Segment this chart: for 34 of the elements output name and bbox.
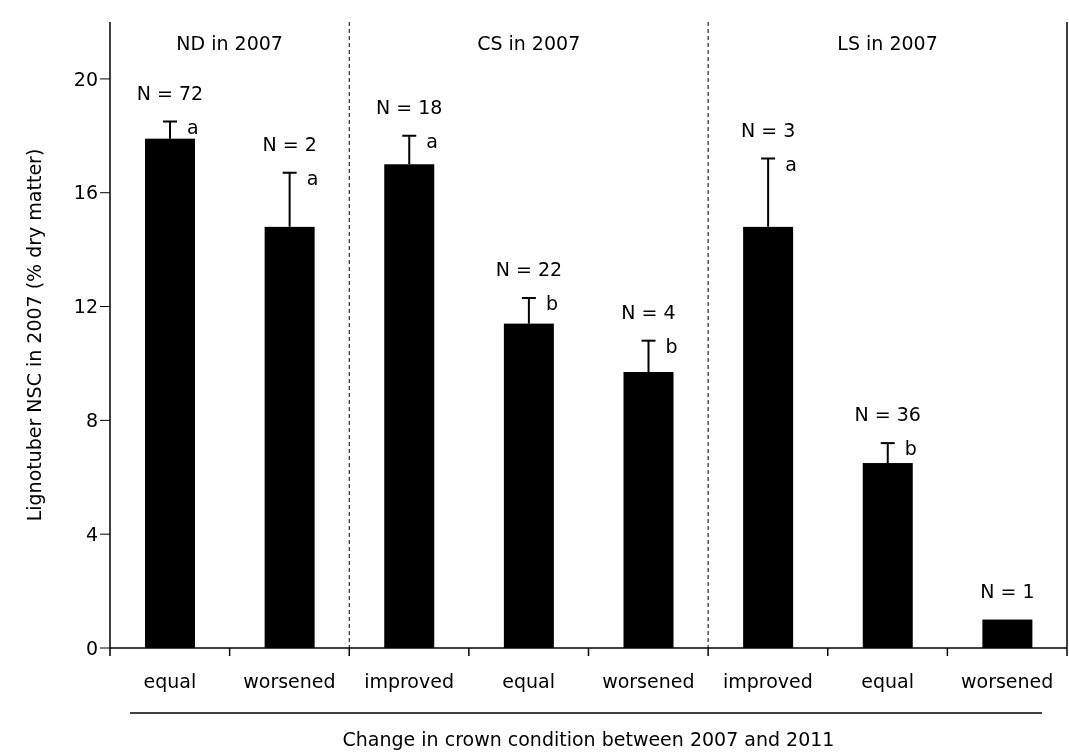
annotation: ND in 2007 (176, 32, 283, 54)
annotation: N = 1 (980, 579, 1035, 602)
annotation: b (665, 334, 678, 357)
x-tick-label: improved (364, 670, 454, 692)
x-tick-label: equal (861, 670, 914, 692)
y-tick-label: 8 (85, 409, 98, 432)
annotation: N = 3 (740, 118, 796, 141)
x-tick-label: worsened (602, 670, 695, 692)
x-tick-label: worsened (243, 670, 336, 692)
annotation: a (785, 152, 797, 175)
annotation: N = 4 (621, 300, 676, 323)
y-axis-title: Lignotuber NSC in 2007 (% dry matter) (22, 148, 45, 522)
y-tick-label: 16 (73, 181, 98, 204)
x-tick-label: improved (723, 670, 813, 692)
annotation: a (426, 129, 438, 152)
y-tick-label: 0 (85, 636, 98, 659)
y-tick-label: 12 (73, 295, 98, 318)
x-tick-label: equal (143, 670, 197, 692)
annotation: CS in 2007 (477, 32, 581, 54)
annotation: a (187, 115, 199, 138)
x-tick-label: equal (502, 670, 556, 692)
annotation: N = 18 (376, 95, 443, 118)
annotation: N = 2 (262, 132, 317, 155)
y-tick-label: 4 (85, 522, 98, 545)
annotation: b (904, 437, 917, 460)
y-tick-label: 20 (73, 67, 98, 90)
x-axis-title: Change in crown condition between 2007 and 2011 (342, 728, 835, 750)
annotation: a (306, 166, 319, 189)
annotation: N = 36 (854, 403, 921, 426)
annotation: b (545, 292, 558, 315)
annotation: N = 72 (136, 81, 204, 104)
annotation: LS in 2007 (837, 32, 938, 54)
annotation: N = 22 (495, 258, 563, 281)
x-tick-label: worsened (961, 670, 1054, 692)
